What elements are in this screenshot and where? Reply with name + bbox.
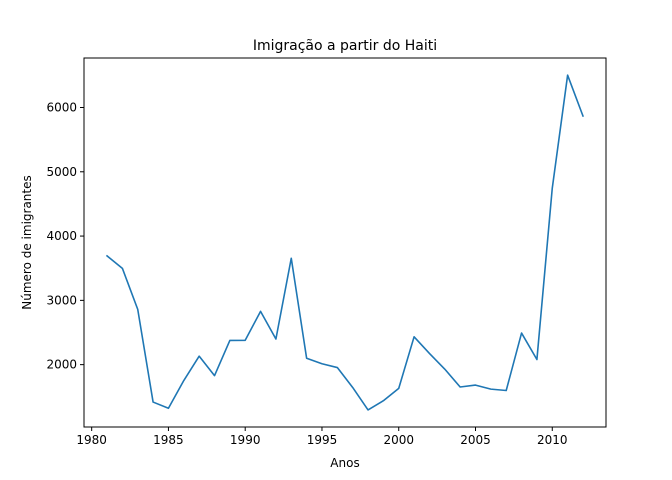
y-tick-label: 4000 xyxy=(46,229,77,243)
chart-title: Imigração a partir do Haiti xyxy=(253,38,437,54)
y-tick-label: 3000 xyxy=(46,293,77,307)
x-tick-label: 1980 xyxy=(76,433,107,447)
x-tick-label: 2000 xyxy=(383,433,414,447)
x-tick-label: 1995 xyxy=(307,433,338,447)
x-tick-label: 2010 xyxy=(537,433,568,447)
x-tick-label: 1985 xyxy=(153,433,184,447)
x-axis: 1980 1985 1990 1995 2000 2005 2010 xyxy=(76,427,568,447)
y-tick-label: 5000 xyxy=(46,165,77,179)
y-tick-label: 6000 xyxy=(46,101,77,115)
x-tick-label: 2005 xyxy=(460,433,491,447)
x-tick-label: 1990 xyxy=(230,433,261,447)
plot-frame xyxy=(83,57,607,428)
x-axis-label: Anos xyxy=(330,456,359,470)
y-axis: 2000 3000 4000 5000 6000 xyxy=(46,101,84,372)
series-line xyxy=(105,74,585,411)
y-axis-label: Número de imigrantes xyxy=(20,175,34,310)
y-tick-label: 2000 xyxy=(46,358,77,372)
plot-area xyxy=(105,74,585,411)
